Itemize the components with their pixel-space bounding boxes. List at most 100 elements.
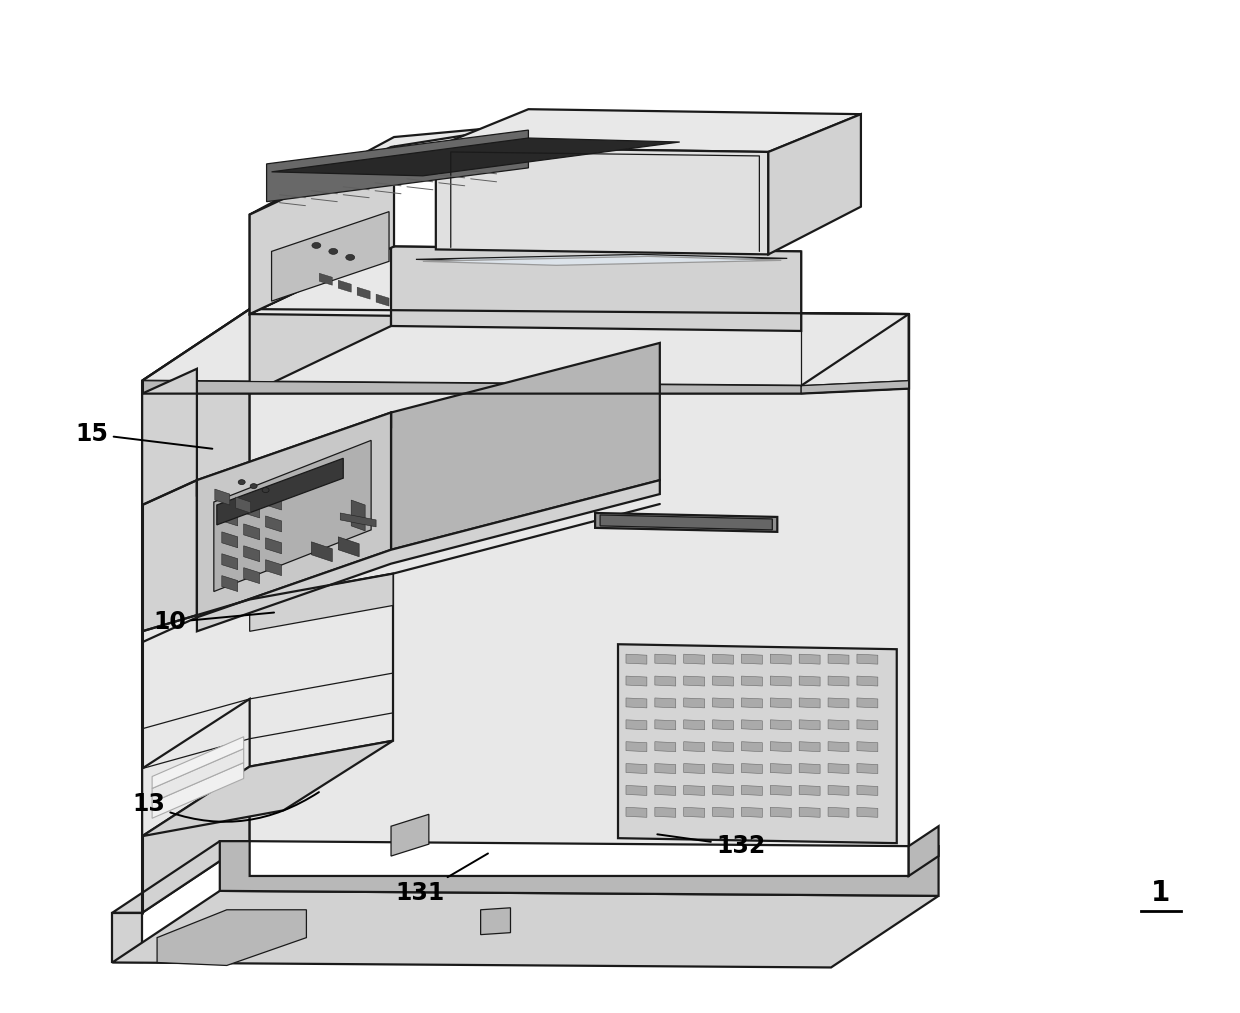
Polygon shape — [339, 537, 360, 557]
Ellipse shape — [250, 483, 257, 488]
Text: 15: 15 — [76, 422, 212, 449]
Polygon shape — [626, 785, 647, 795]
Text: 132: 132 — [657, 834, 765, 858]
Polygon shape — [655, 720, 676, 729]
Polygon shape — [415, 254, 787, 263]
Polygon shape — [339, 281, 351, 292]
Polygon shape — [713, 807, 734, 817]
Polygon shape — [655, 676, 676, 686]
Polygon shape — [143, 381, 801, 394]
Polygon shape — [265, 538, 281, 554]
Polygon shape — [267, 130, 528, 202]
Polygon shape — [153, 736, 244, 788]
Polygon shape — [265, 560, 281, 575]
Polygon shape — [215, 489, 229, 505]
Polygon shape — [244, 546, 259, 561]
Polygon shape — [683, 807, 704, 817]
Polygon shape — [800, 785, 820, 795]
Polygon shape — [376, 294, 389, 306]
Polygon shape — [713, 698, 734, 708]
Polygon shape — [742, 807, 763, 817]
Polygon shape — [113, 890, 939, 967]
Polygon shape — [244, 502, 259, 518]
Polygon shape — [222, 575, 238, 592]
Polygon shape — [655, 785, 676, 795]
Polygon shape — [351, 500, 365, 531]
Polygon shape — [909, 827, 939, 876]
Polygon shape — [213, 441, 371, 592]
Polygon shape — [655, 742, 676, 752]
Polygon shape — [828, 720, 849, 729]
Ellipse shape — [329, 248, 337, 254]
Ellipse shape — [312, 242, 321, 248]
Polygon shape — [857, 742, 878, 752]
Polygon shape — [857, 807, 878, 817]
Polygon shape — [742, 785, 763, 795]
Polygon shape — [770, 742, 791, 752]
Polygon shape — [770, 807, 791, 817]
Polygon shape — [435, 109, 861, 152]
Polygon shape — [626, 807, 647, 817]
Polygon shape — [157, 910, 306, 965]
Polygon shape — [113, 913, 143, 962]
Polygon shape — [435, 147, 769, 254]
Polygon shape — [626, 720, 647, 729]
Polygon shape — [113, 841, 249, 913]
Polygon shape — [217, 458, 343, 525]
Polygon shape — [249, 246, 391, 394]
Polygon shape — [742, 742, 763, 752]
Polygon shape — [357, 288, 370, 299]
Polygon shape — [683, 676, 704, 686]
Polygon shape — [770, 698, 791, 708]
Polygon shape — [713, 720, 734, 729]
Polygon shape — [197, 412, 391, 617]
Polygon shape — [143, 573, 393, 836]
Polygon shape — [143, 699, 249, 836]
Polygon shape — [683, 764, 704, 774]
Polygon shape — [742, 654, 763, 665]
Polygon shape — [742, 698, 763, 708]
Polygon shape — [249, 309, 909, 846]
Polygon shape — [391, 246, 801, 331]
Polygon shape — [143, 369, 197, 505]
Polygon shape — [857, 764, 878, 774]
Text: 1: 1 — [1151, 879, 1171, 908]
Polygon shape — [143, 309, 249, 913]
Polygon shape — [800, 698, 820, 708]
Polygon shape — [249, 573, 393, 631]
Polygon shape — [828, 807, 849, 817]
Polygon shape — [197, 480, 660, 631]
Polygon shape — [600, 515, 773, 530]
Polygon shape — [742, 764, 763, 774]
Polygon shape — [655, 764, 676, 774]
Polygon shape — [272, 138, 680, 176]
Polygon shape — [857, 698, 878, 708]
Polygon shape — [222, 532, 238, 548]
Polygon shape — [219, 841, 939, 895]
Text: 131: 131 — [396, 854, 489, 906]
Polygon shape — [340, 513, 376, 527]
Polygon shape — [391, 814, 429, 856]
Polygon shape — [828, 654, 849, 665]
Polygon shape — [801, 381, 909, 394]
Polygon shape — [655, 654, 676, 665]
Polygon shape — [683, 720, 704, 729]
Polygon shape — [742, 676, 763, 686]
Polygon shape — [626, 654, 647, 665]
Polygon shape — [800, 764, 820, 774]
Polygon shape — [265, 516, 281, 532]
Polygon shape — [249, 147, 391, 314]
Polygon shape — [249, 125, 536, 215]
Polygon shape — [265, 494, 281, 510]
Polygon shape — [828, 676, 849, 686]
Polygon shape — [236, 497, 250, 513]
Polygon shape — [828, 764, 849, 774]
Polygon shape — [143, 741, 393, 836]
Polygon shape — [143, 309, 909, 386]
Polygon shape — [618, 644, 897, 843]
Ellipse shape — [238, 479, 246, 484]
Polygon shape — [828, 742, 849, 752]
Polygon shape — [197, 412, 391, 495]
Polygon shape — [800, 742, 820, 752]
Polygon shape — [828, 785, 849, 795]
